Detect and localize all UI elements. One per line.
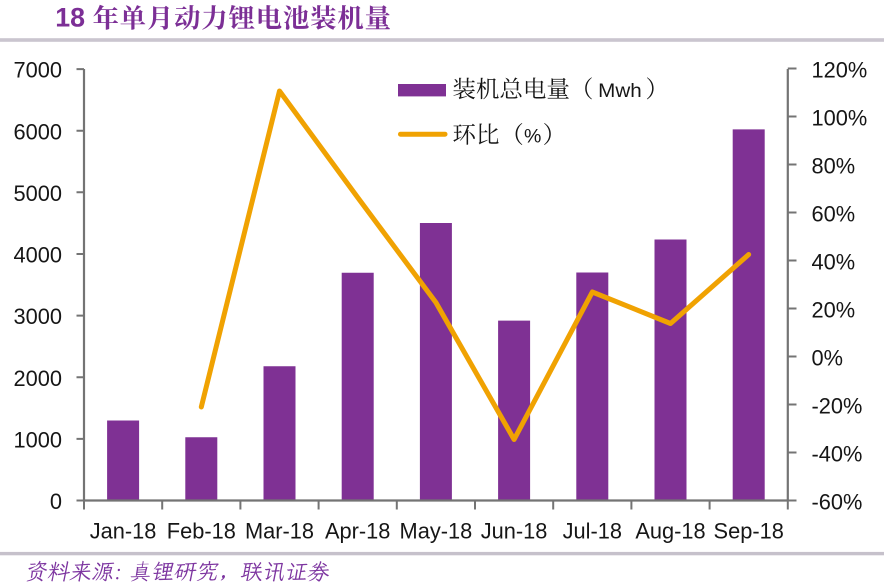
svg-text:Apr-18: Apr-18: [325, 518, 390, 543]
svg-text:6000: 6000: [14, 119, 63, 144]
svg-text:100%: 100%: [812, 106, 868, 131]
svg-text:3000: 3000: [14, 304, 63, 329]
svg-text:Sep-18: Sep-18: [714, 518, 784, 543]
svg-text:Jun-18: Jun-18: [481, 518, 548, 543]
svg-text:-20%: -20%: [812, 394, 863, 419]
svg-text:0%: 0%: [812, 346, 844, 371]
svg-text:Feb-18: Feb-18: [167, 518, 236, 543]
svg-text:-40%: -40%: [812, 442, 863, 467]
svg-text:1000: 1000: [14, 428, 63, 453]
svg-text:20%: 20%: [812, 298, 856, 323]
svg-text:120%: 120%: [812, 58, 868, 83]
svg-text:60%: 60%: [812, 202, 856, 227]
svg-text:7000: 7000: [14, 58, 63, 83]
svg-text:4000: 4000: [14, 243, 63, 268]
svg-text:80%: 80%: [812, 154, 856, 179]
svg-text:2000: 2000: [14, 366, 63, 391]
svg-text:18: 18: [55, 2, 85, 32]
svg-text:Mar-18: Mar-18: [245, 518, 314, 543]
svg-text:%: %: [524, 126, 541, 148]
svg-text:-60%: -60%: [812, 490, 863, 515]
svg-text:Aug-18: Aug-18: [635, 518, 705, 543]
svg-text:40%: 40%: [812, 250, 856, 275]
svg-text:0: 0: [50, 489, 62, 514]
svg-text:May-18: May-18: [400, 518, 473, 543]
svg-text:Jul-18: Jul-18: [563, 518, 622, 543]
svg-text:Jan-18: Jan-18: [90, 518, 157, 543]
svg-text:Mwh: Mwh: [598, 80, 642, 102]
svg-text:5000: 5000: [14, 181, 63, 206]
